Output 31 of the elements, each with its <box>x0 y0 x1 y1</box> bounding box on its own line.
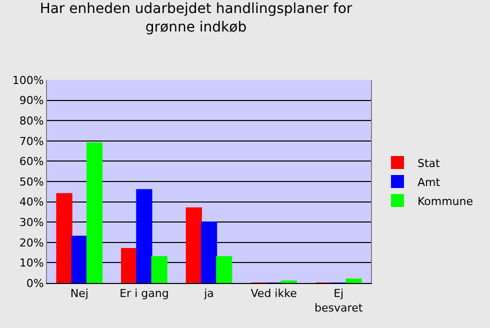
bar <box>86 142 103 283</box>
bar <box>186 207 202 283</box>
bar <box>136 189 152 283</box>
bar <box>56 193 72 283</box>
y-tick-label: 60% <box>19 155 44 168</box>
y-tick-label: 0% <box>26 276 44 290</box>
y-tick-label: 70% <box>19 134 44 148</box>
x-tick-label: Nej <box>70 287 88 300</box>
y-tick-label: 80% <box>19 114 44 128</box>
y-tick-label: 20% <box>19 236 44 250</box>
y-tick-label: 90% <box>19 94 44 108</box>
y-tick-label: 30% <box>19 216 44 229</box>
legend-label: Stat <box>417 156 441 170</box>
x-tick-label: Ej besvaret <box>314 287 364 314</box>
bar <box>216 256 232 283</box>
y-tick-label: 100% <box>12 74 44 87</box>
bar <box>280 280 297 283</box>
y-tick-label: 40% <box>19 196 44 209</box>
chart-title: Har enheden udarbejdet handlingsplaner for grønne indkøb <box>40 1 352 36</box>
x-tick-label: ja <box>203 287 214 300</box>
legend-label: Kommune <box>417 194 474 208</box>
bar <box>346 278 362 283</box>
y-tick-label: 50% <box>19 175 44 188</box>
bar <box>151 256 168 283</box>
x-tick-label: Ved ikke <box>250 287 298 300</box>
bar <box>121 248 138 283</box>
bar <box>71 236 88 283</box>
y-tick-label: 10% <box>19 256 44 270</box>
x-tick-label: Er i gang <box>120 287 169 300</box>
legend-label: Amt <box>417 176 441 189</box>
bar <box>200 222 218 283</box>
